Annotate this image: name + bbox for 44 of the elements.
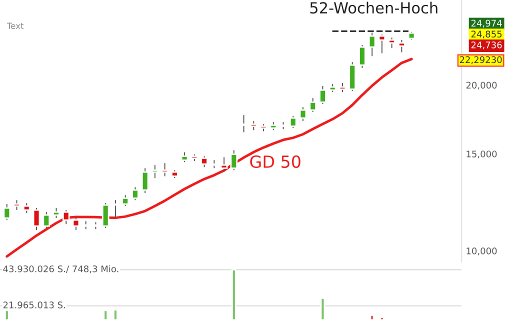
candlestick	[52, 208, 60, 218]
candlestick	[220, 156, 228, 172]
candlestick	[72, 218, 80, 230]
line-series	[6, 58, 413, 258]
text: 24,855	[471, 30, 502, 38]
series-label: GD 50	[250, 155, 300, 168]
y-tick-label: 15,000	[466, 150, 497, 158]
candlestick	[388, 37, 396, 49]
candlestick	[309, 98, 317, 113]
candlestick	[299, 106, 307, 122]
candlestick	[151, 164, 159, 179]
candlestick	[378, 34, 386, 54]
text: 24,736	[471, 42, 502, 50]
y-tick-label: 10,000	[466, 248, 497, 256]
y-tick-label: 43.930.026 S.	[3, 265, 65, 272]
candlestick	[180, 152, 188, 163]
candlestick	[250, 120, 258, 131]
candlestick	[22, 202, 30, 214]
candlestick	[141, 168, 149, 194]
candlestick	[32, 208, 40, 230]
candlestick	[398, 40, 406, 53]
candlestick	[122, 194, 129, 207]
annotation: / 748,3 Mio.	[66, 265, 118, 274]
text: 22,29230	[460, 56, 502, 64]
ref-line-label: 52-Wochen-Hoch	[310, 2, 438, 14]
annotation: Text	[6, 22, 24, 29]
candlestick	[42, 212, 50, 229]
candlestick	[358, 44, 366, 68]
candlestick	[13, 200, 20, 211]
candlestick	[368, 32, 376, 57]
candlestick	[319, 86, 326, 105]
candlestick	[240, 114, 248, 133]
candlestick	[102, 202, 110, 229]
candlestick	[338, 82, 346, 93]
candlestick	[3, 204, 11, 221]
candlestick	[161, 162, 168, 177]
candlestick	[230, 150, 238, 171]
y-tick-label: 21.965.013 S.	[3, 302, 65, 308]
y-tick-label: 20,000	[466, 82, 497, 90]
text: 24,974	[471, 20, 502, 28]
candlestick	[132, 186, 139, 201]
candlestick	[62, 210, 70, 225]
candlestick	[200, 156, 208, 168]
candlestick	[289, 116, 297, 129]
